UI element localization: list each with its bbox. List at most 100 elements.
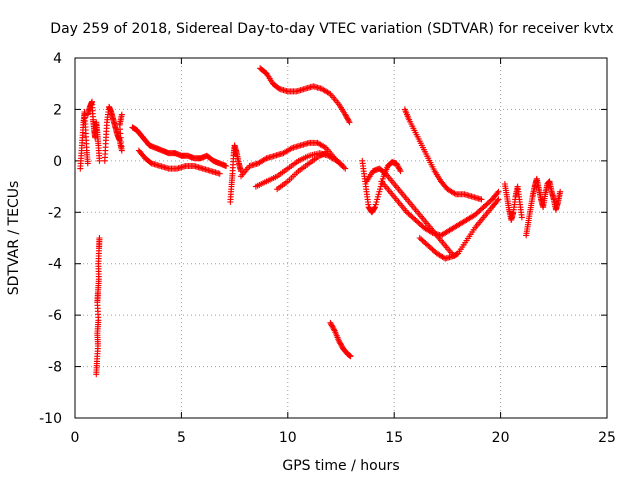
data-point: [418, 222, 425, 229]
data-point: [328, 322, 335, 329]
data-point: [422, 240, 429, 247]
data-point: [338, 343, 345, 349]
data-point: [374, 196, 381, 203]
data-point: [451, 190, 458, 197]
data-point: [330, 325, 337, 331]
data-point: [486, 199, 493, 205]
data-point: [346, 119, 353, 126]
data-point: [403, 209, 410, 216]
x-tick-label: 5: [177, 430, 186, 446]
y-tick-label: -10: [39, 411, 62, 427]
data-point: [416, 220, 423, 227]
x-tick-label: 0: [71, 430, 80, 446]
x-tick-label: 10: [279, 430, 297, 446]
data-point: [375, 191, 382, 198]
y-tick-labels: -10 -8 -6 -4 -2 0 2 4: [39, 51, 62, 427]
data-points: [77, 65, 564, 378]
data-point: [337, 340, 344, 347]
data-point: [483, 201, 490, 208]
y-tick-label: -6: [48, 308, 62, 324]
data-point: [450, 253, 457, 259]
data-point: [413, 218, 420, 225]
data-point: [480, 204, 487, 211]
plot-frame: [74, 57, 608, 419]
data-point: [423, 241, 430, 248]
y-tick-label: 2: [53, 102, 62, 118]
data-point: [472, 211, 479, 218]
data-point: [405, 210, 412, 217]
data-point: [425, 242, 432, 249]
data-point: [118, 111, 125, 118]
x-tick-label: 15: [385, 430, 403, 446]
axis-ticks: [74, 57, 608, 419]
data-point: [418, 236, 425, 243]
data-point: [476, 208, 483, 214]
data-point: [342, 112, 349, 119]
data-point: [479, 205, 486, 212]
data-point: [477, 206, 484, 213]
data-point: [84, 160, 91, 167]
data-point: [329, 323, 336, 330]
x-tick-label: 25: [598, 430, 616, 446]
data-point: [336, 160, 343, 167]
data-point: [474, 209, 481, 216]
data-point: [377, 186, 384, 193]
data-point: [396, 165, 403, 172]
data-point: [372, 204, 379, 211]
data-point: [495, 188, 502, 195]
data-point: [223, 163, 230, 169]
data-point: [473, 210, 480, 217]
data-point: [494, 190, 501, 196]
data-point: [484, 200, 491, 207]
data-point: [328, 321, 335, 328]
data-point: [430, 247, 437, 254]
chart-title: Day 259 of 2018, Sidereal Day-to-day VTE…: [50, 21, 613, 37]
data-point: [420, 238, 427, 245]
data-point: [408, 213, 415, 220]
data-point: [93, 371, 100, 378]
data-point: [342, 165, 349, 172]
y-axis-label: SDTVAR / TECUs: [6, 181, 22, 296]
data-point: [338, 341, 344, 348]
y-tick-label: -4: [48, 257, 62, 273]
data-point: [478, 196, 485, 203]
data-point: [428, 245, 435, 252]
data-point: [518, 214, 525, 221]
data-point: [412, 217, 419, 223]
data-point: [347, 353, 354, 360]
data-point: [96, 157, 103, 164]
data-point: [416, 235, 423, 241]
data-point: [393, 160, 400, 167]
data-point: [395, 164, 402, 171]
data-point: [336, 339, 343, 346]
data-point: [340, 164, 347, 171]
data-point: [321, 144, 328, 151]
data-point: [406, 211, 413, 218]
x-tick-labels: 0 5 10 15 20 25: [71, 430, 616, 446]
data-point: [419, 237, 426, 244]
data-point: [428, 229, 435, 235]
data-point: [557, 188, 564, 195]
data-point: [343, 114, 350, 121]
data-point: [327, 319, 334, 326]
grid-lines: [75, 58, 607, 418]
data-point: [409, 214, 416, 221]
data-point: [374, 193, 381, 200]
data-point: [495, 196, 502, 203]
data-point: [345, 118, 352, 124]
data-point: [376, 188, 383, 195]
data-point: [262, 156, 269, 163]
data-point: [415, 219, 422, 226]
data-point: [429, 246, 436, 253]
data-point: [373, 199, 380, 205]
data-point: [411, 215, 418, 222]
x-tick-label: 20: [492, 430, 510, 446]
y-tick-label: 4: [53, 51, 62, 67]
data-point: [335, 159, 342, 166]
data-point: [330, 326, 337, 333]
y-tick-label: 0: [53, 154, 62, 170]
data-point: [323, 150, 330, 157]
data-point: [342, 111, 349, 118]
data-point: [397, 168, 404, 175]
